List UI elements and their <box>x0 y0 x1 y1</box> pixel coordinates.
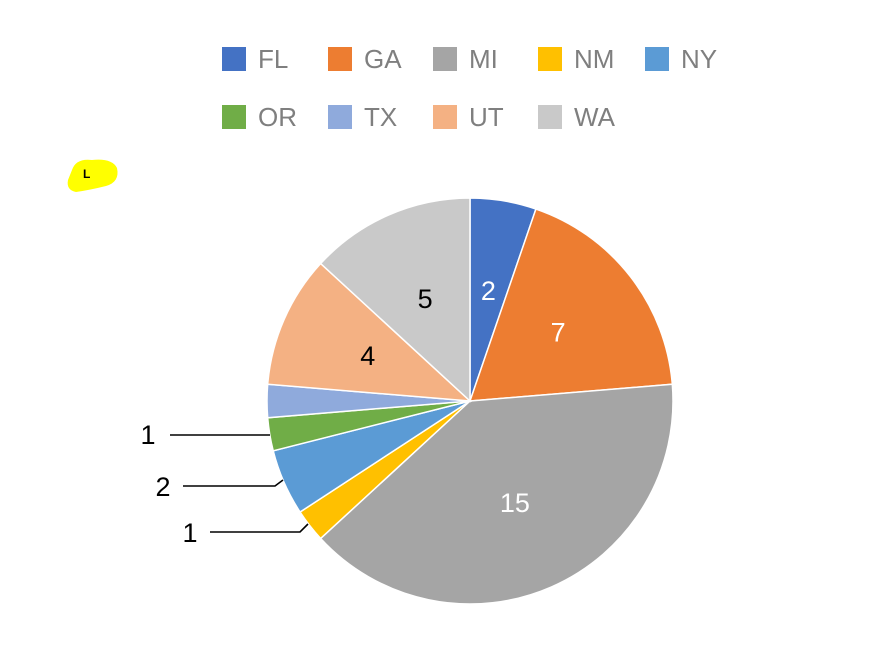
slice-label-ut: 4 <box>360 341 375 371</box>
legend-label: NY <box>681 44 717 74</box>
slice-label-fl: 2 <box>481 276 496 306</box>
legend-swatch <box>538 47 562 71</box>
pie-slice-mi <box>319 383 674 605</box>
slice-label-wa: 5 <box>418 284 433 314</box>
legend-swatch <box>433 47 457 71</box>
legend-label: TX <box>364 102 397 132</box>
highlight-mark-text: L <box>83 167 90 181</box>
slice-label-or: 1 <box>140 420 155 450</box>
legend-item-fl: FL <box>222 44 288 74</box>
slice-label-mi: 15 <box>500 488 530 518</box>
slice-label-ny: 2 <box>155 472 170 502</box>
pie-slice-ga <box>468 208 674 402</box>
slice-label-nm: 1 <box>182 518 197 548</box>
pie-slices <box>266 197 674 605</box>
legend-swatch <box>433 105 457 129</box>
highlight-mark: L <box>67 159 118 192</box>
legend-label: MI <box>469 44 498 74</box>
legend-swatch <box>645 47 669 71</box>
legend-swatch <box>222 47 246 71</box>
legend-label: NM <box>574 44 614 74</box>
leader-line-ny <box>183 479 284 487</box>
legend-swatch <box>328 105 352 129</box>
legend-label: UT <box>469 102 504 132</box>
legend-item-wa: WA <box>538 102 616 132</box>
legend-label: OR <box>258 102 297 132</box>
legend-swatch <box>538 105 562 129</box>
legend: FL GA MI NM NY OR TX UT WA <box>222 44 717 132</box>
pie-slice-wa <box>319 197 471 403</box>
legend-item-mi: MI <box>433 44 498 74</box>
legend-item-nm: NM <box>538 44 614 74</box>
leader-line-nm <box>210 523 309 533</box>
legend-swatch <box>222 105 246 129</box>
legend-item-ny: NY <box>645 44 717 74</box>
legend-item-ga: GA <box>328 44 402 74</box>
legend-label: FL <box>258 44 288 74</box>
legend-item-tx: TX <box>328 102 397 132</box>
pie-slice-ut <box>266 262 473 402</box>
legend-item-or: OR <box>222 102 297 132</box>
legend-item-ut: UT <box>433 102 504 132</box>
slice-label-ga: 7 <box>551 317 566 347</box>
legend-label: WA <box>574 102 616 132</box>
highlight-blob <box>67 159 118 192</box>
legend-label: GA <box>364 44 402 74</box>
legend-swatch <box>328 47 352 71</box>
